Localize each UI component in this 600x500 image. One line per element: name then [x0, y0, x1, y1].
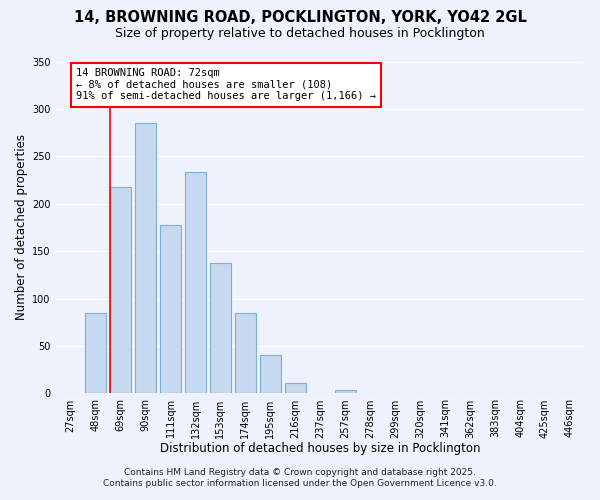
Bar	[260, 354, 281, 394]
Bar	[185, 172, 206, 394]
Y-axis label: Number of detached properties: Number of detached properties	[15, 134, 28, 320]
Bar	[160, 224, 181, 394]
Text: 14 BROWNING ROAD: 72sqm
← 8% of detached houses are smaller (108)
91% of semi-de: 14 BROWNING ROAD: 72sqm ← 8% of detached…	[76, 68, 376, 102]
Bar	[110, 186, 131, 394]
Bar	[85, 313, 106, 394]
Text: Contains HM Land Registry data © Crown copyright and database right 2025.
Contai: Contains HM Land Registry data © Crown c…	[103, 468, 497, 487]
Bar	[235, 313, 256, 394]
Bar	[210, 262, 231, 394]
Text: Size of property relative to detached houses in Pocklington: Size of property relative to detached ho…	[115, 28, 485, 40]
X-axis label: Distribution of detached houses by size in Pocklington: Distribution of detached houses by size …	[160, 442, 481, 455]
Bar	[335, 390, 356, 394]
Bar	[285, 383, 306, 394]
Bar	[135, 123, 156, 394]
Text: 14, BROWNING ROAD, POCKLINGTON, YORK, YO42 2GL: 14, BROWNING ROAD, POCKLINGTON, YORK, YO…	[74, 10, 526, 25]
